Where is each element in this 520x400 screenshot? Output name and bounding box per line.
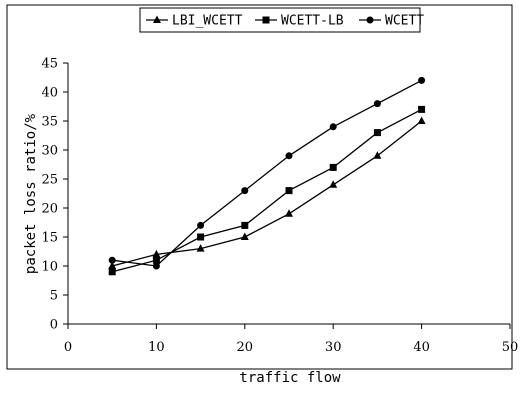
y-tick-label: 30: [41, 144, 58, 159]
data-point: [196, 244, 205, 252]
y-axis-label: packet loss ratio/%: [23, 113, 39, 274]
axes: 0 5 10 15 20 25 30 35 40 45 0 10 20 30 40 50: [41, 57, 518, 356]
x-tick-label: 10: [148, 340, 165, 355]
data-point: [329, 163, 337, 171]
data-point: [373, 151, 382, 159]
series-wcett: [108, 76, 426, 270]
y-tick-label: 20: [41, 202, 58, 217]
legend-marker: [153, 15, 161, 23]
data-point: [152, 256, 160, 264]
series-lbi-wcett: [108, 116, 426, 269]
data-point: [197, 221, 205, 229]
legend-label: WCETT: [385, 14, 424, 29]
y-tick-label: 15: [41, 231, 58, 246]
data-point: [197, 233, 205, 241]
data-point: [152, 262, 160, 270]
y-tick-label: 10: [41, 260, 58, 275]
data-point: [285, 152, 293, 160]
data-point: [418, 76, 426, 84]
data-point: [329, 123, 337, 131]
legend-label: LBI_WCETT: [172, 14, 243, 29]
data-point: [108, 268, 116, 276]
data-point: [417, 116, 426, 124]
data-point: [108, 261, 117, 269]
y-tick-label: 5: [50, 289, 58, 304]
data-point: [285, 209, 293, 217]
x-tick-label: 0: [64, 340, 72, 355]
data-point: [240, 232, 249, 240]
y-tick-label: 40: [41, 86, 58, 101]
data-point: [373, 100, 381, 108]
legend-marker: [366, 16, 374, 24]
y-tick-label: 25: [41, 173, 58, 188]
data-point: [285, 187, 293, 195]
series-wcett-lb: [108, 105, 426, 276]
x-tick-label: 40: [413, 340, 430, 355]
series-layer: [108, 76, 426, 276]
legend-marker: [262, 16, 270, 24]
legend-label: WCETT-LB: [281, 14, 344, 29]
legend-item-lbi-wcett: LBI_WCETT: [146, 14, 243, 29]
data-point: [241, 221, 249, 229]
legend: LBI_WCETT WCETT-LB WCETT: [139, 7, 424, 33]
x-tick-label: 20: [237, 340, 254, 355]
x-tick-label: 30: [325, 340, 342, 355]
data-point: [373, 129, 381, 137]
y-tick-label: 45: [41, 57, 58, 72]
data-point: [418, 105, 426, 113]
data-point: [241, 187, 249, 195]
y-tick-label: 0: [50, 318, 58, 333]
data-point: [152, 249, 161, 258]
series-line: [112, 108, 422, 273]
x-tick-label: 50: [502, 340, 519, 355]
series-line: [112, 79, 422, 267]
y-tick-label: 35: [41, 115, 58, 130]
legend-item-wcett: WCETT: [359, 14, 424, 29]
data-point: [108, 256, 116, 264]
data-point: [329, 180, 338, 188]
legend-item-wcett-lb: WCETT-LB: [255, 14, 344, 29]
chart-border: [6, 4, 513, 370]
x-axis-label: traffic flow: [239, 370, 341, 386]
series-line: [112, 120, 423, 267]
